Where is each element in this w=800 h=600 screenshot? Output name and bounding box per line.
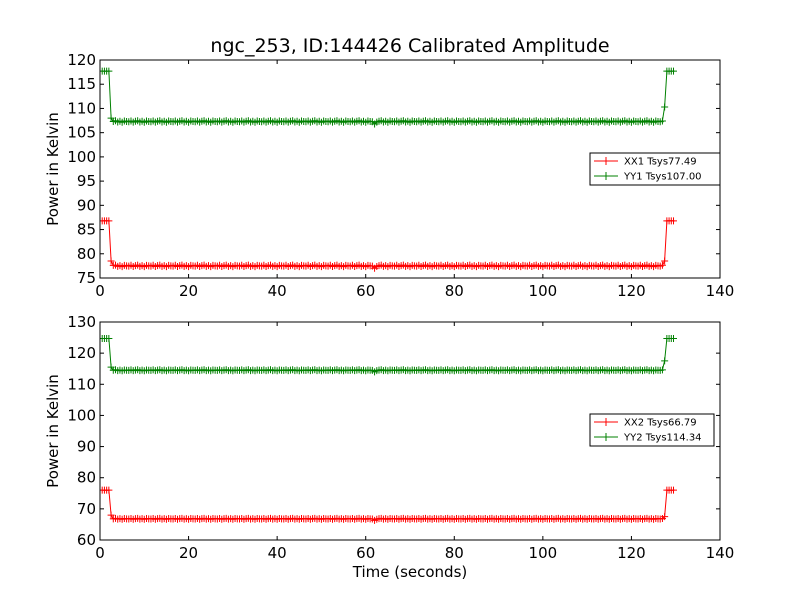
series-markers-1: [100, 217, 677, 272]
series-markers-2: [100, 335, 677, 376]
data-point: [658, 366, 666, 374]
legend-box: [589, 413, 715, 447]
data-point: [670, 486, 677, 494]
x-tick-label: 60: [356, 544, 375, 562]
x-tick-label: 40: [268, 282, 287, 300]
y-tick-label: 100: [67, 148, 96, 166]
x-tick-label: 100: [529, 544, 558, 562]
legend-label: YY1 Tsys107.00: [623, 172, 702, 183]
series-markers-2: [100, 67, 677, 128]
legend-marker: [602, 418, 610, 426]
x-tick-label: 100: [529, 282, 558, 300]
x-tick-label: 20: [179, 282, 198, 300]
data-point: [670, 67, 677, 75]
plot-area: [100, 335, 677, 524]
y-tick-label: 90: [77, 438, 96, 456]
series-line-1: [102, 220, 674, 269]
data-point: [661, 103, 669, 111]
chart-title: ngc_253, ID:144426 Calibrated Amplitude: [210, 35, 609, 57]
x-tick-label: 120: [617, 282, 646, 300]
bottom-subplot: 0 20 40 60 80 100 120 140 60 70 80 90 100 110 120 130 Po…: [44, 313, 734, 581]
y-tick-label: 130: [67, 313, 96, 331]
x-tick-label: 0: [95, 282, 105, 300]
y-tick-label: 95: [77, 172, 96, 190]
data-point: [670, 217, 677, 225]
x-tick-label: 60: [356, 282, 375, 300]
data-point: [658, 261, 666, 269]
axes-frame: [99, 321, 721, 541]
x-tick-label: 40: [268, 544, 287, 562]
y-axis-label: Power in Kelvin: [44, 374, 62, 488]
legend: XX2 Tsys66.79 YY2 Tsys114.34: [589, 413, 715, 447]
y-tick-label: 120: [67, 51, 96, 69]
x-axis-label: Time (seconds): [352, 563, 468, 581]
y-tick-label: 90: [77, 196, 96, 214]
data-point: [107, 511, 115, 519]
x-tick-label: 140: [706, 544, 735, 562]
top-subplot: 0 20 40 60 80 100 120 140 75 80 85 90 95 100 105 110 115…: [44, 51, 734, 300]
legend-marker: [602, 172, 610, 180]
legend-label: XX1 Tsys77.49: [624, 157, 697, 168]
series-line-2: [102, 338, 674, 373]
y-tick-label: 105: [67, 124, 96, 142]
x-tick-label: 80: [445, 544, 464, 562]
legend-marker: [602, 433, 610, 441]
y-tick-label: 80: [77, 245, 96, 263]
y-tick-label: 70: [77, 500, 96, 518]
legend: XX1 Tsys77.49 YY1 Tsys107.00: [589, 152, 721, 186]
legend-label: XX2 Tsys66.79: [624, 418, 697, 429]
y-tick-label: 75: [77, 269, 96, 287]
y-tick-label: 100: [67, 406, 96, 424]
legend-box: [589, 152, 721, 186]
data-point: [670, 335, 677, 343]
y-tick-label: 60: [77, 531, 96, 549]
y-tick-label: 85: [77, 221, 96, 239]
x-tick-label: 120: [617, 544, 646, 562]
data-point: [661, 257, 669, 265]
y-tick-label: 115: [67, 75, 96, 93]
y-axis-label: Power in Kelvin: [44, 112, 62, 226]
x-tick-label: 20: [179, 544, 198, 562]
series-markers-1: [100, 486, 677, 524]
y-tick-label: 80: [77, 469, 96, 487]
data-point: [105, 335, 113, 343]
data-point: [105, 217, 113, 225]
data-point: [105, 67, 113, 75]
legend-marker: [602, 157, 610, 165]
legend-label: YY2 Tsys114.34: [623, 433, 702, 444]
y-tick-label: 110: [67, 99, 96, 117]
data-point: [658, 117, 666, 125]
data-point: [661, 357, 669, 365]
data-point: [105, 486, 113, 494]
y-tick-label: 120: [67, 344, 96, 362]
x-tick-label: 0: [95, 544, 105, 562]
series-line-2: [102, 70, 674, 125]
data-point: [107, 257, 115, 265]
x-tick-label: 140: [706, 282, 735, 300]
y-tick-label: 110: [67, 375, 96, 393]
x-tick-label: 80: [445, 282, 464, 300]
plot-area: [100, 67, 677, 272]
data-point: [661, 513, 669, 521]
